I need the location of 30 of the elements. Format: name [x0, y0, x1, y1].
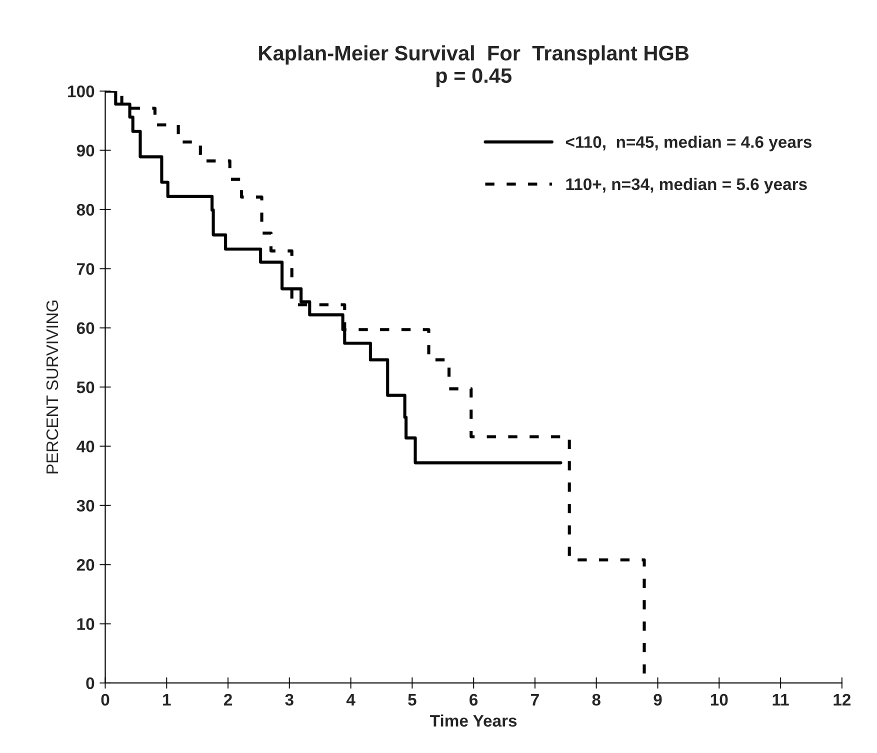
x-tick-label: 5 — [408, 694, 416, 706]
x-tick-label: 0 — [101, 694, 110, 706]
y-tick-label: 80 — [76, 204, 94, 216]
y-tick-label: 40 — [76, 440, 94, 452]
y-tick-label: 0 — [86, 677, 94, 690]
x-tick-label: 12 — [834, 694, 851, 706]
y-tick-label: 100 — [68, 86, 94, 98]
x-axis-title: Time Years — [430, 714, 517, 727]
x-tick-label: 2 — [224, 694, 232, 706]
x-tick-label: 11 — [772, 694, 789, 706]
y-tick-label: 30 — [76, 500, 94, 512]
legend-label: <110, n=45, median = 4.6 years — [566, 136, 812, 152]
chart-subtitle: p = 0.45 — [436, 68, 512, 88]
x-tick-label: 3 — [285, 694, 294, 706]
x-tick-label: 10 — [710, 694, 728, 706]
x-tick-label: 1 — [163, 694, 171, 706]
x-tick-label: 7 — [531, 694, 539, 706]
x-tick-label: 8 — [592, 694, 600, 706]
chart-title: Kaplan-Meier Survival For Transplant HGB — [259, 45, 689, 65]
y-axis-title: PERCENT SURVIVING — [46, 300, 58, 474]
y-tick-label: 60 — [76, 322, 94, 334]
x-tick-label: 9 — [654, 694, 662, 706]
y-tick-label: 50 — [76, 381, 94, 394]
y-tick-label: 10 — [77, 618, 94, 630]
x-tick-label: 6 — [470, 694, 478, 706]
y-tick-label: 70 — [77, 263, 94, 275]
y-tick-label: 90 — [76, 144, 94, 156]
legend-label: 110+, n=34, median = 5.6 years — [566, 178, 807, 194]
x-tick-label: 4 — [346, 694, 356, 706]
y-tick-label: 20 — [76, 559, 94, 571]
